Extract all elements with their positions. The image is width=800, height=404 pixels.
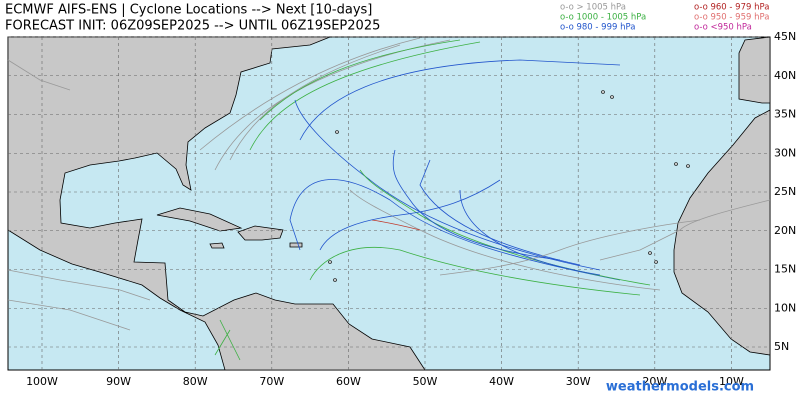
longitude-label: 40W: [489, 375, 514, 388]
latitude-label: 15N: [774, 263, 796, 276]
track: [214, 319, 241, 361]
latitude-label: 30N: [774, 146, 796, 159]
cuba: [156, 207, 243, 232]
puerto-rico: [289, 242, 303, 248]
longitude-label: 90W: [106, 375, 131, 388]
track: [7, 299, 131, 331]
latitude-label: 10N: [774, 301, 796, 314]
track: [7, 59, 71, 91]
track: [299, 59, 621, 141]
track: [199, 37, 421, 151]
longitude-label: 100W: [26, 375, 58, 388]
longitude-label: 60W: [336, 375, 361, 388]
legend-entry: o-o 960 - 979 hPa: [694, 3, 769, 13]
track: [309, 246, 641, 296]
latitude-label: 5N: [774, 340, 789, 353]
iberia: [738, 36, 771, 104]
map-subtitle: FORECAST INIT: 06Z09SEP2025 --> UNTIL 06…: [5, 19, 380, 34]
latitude-label: 40N: [774, 69, 796, 82]
track: [599, 199, 771, 261]
track: [7, 269, 151, 301]
latitude-label: 35N: [774, 108, 796, 121]
legend-entry: o-o > 1005 hPa: [560, 3, 626, 13]
track: [319, 179, 501, 251]
longitude-label: 80W: [183, 375, 208, 388]
latitude-label: 45N: [774, 30, 796, 43]
latitude-label: 20N: [774, 224, 796, 237]
jamaica: [209, 242, 225, 249]
map-area: [7, 36, 771, 371]
legend-entry: o-o <950 hPa: [694, 23, 752, 33]
track: [229, 44, 401, 161]
longitude-label: 10W: [719, 375, 744, 388]
track: [392, 149, 561, 261]
longitude-label: 70W: [259, 375, 284, 388]
track: [371, 219, 421, 231]
track: [289, 179, 621, 281]
watermark: weathermodels.com: [606, 380, 754, 395]
graticule: [8, 36, 770, 370]
legend-entry: o-o 950 - 959 hPa: [694, 13, 769, 23]
latitude-label: 25N: [774, 185, 796, 198]
cyclone-tracks: [7, 37, 771, 361]
track: [419, 159, 581, 266]
axis-labels: 100W 90W 80W 70W 60W 50W 40W 30W 20W 10W 45N 40N 35N…: [26, 30, 796, 388]
track: [439, 219, 701, 276]
longitude-label: 30W: [566, 375, 591, 388]
track: [259, 39, 461, 121]
africa: [673, 109, 771, 356]
north-central-america: [7, 36, 426, 371]
track: [249, 41, 481, 151]
longitude-label: 50W: [413, 375, 438, 388]
small-islands: [328, 90, 690, 282]
track: [349, 189, 661, 291]
map-title: ECMWF AIFS-ENS | Cyclone Locations --> N…: [5, 3, 372, 18]
track: [459, 189, 601, 276]
track: [294, 99, 601, 271]
longitude-label: 20W: [642, 375, 667, 388]
legend-entry: o-o 980 - 999 hPa: [560, 23, 635, 33]
legend-entry: o-o 1000 - 1005 hPa: [560, 13, 646, 23]
